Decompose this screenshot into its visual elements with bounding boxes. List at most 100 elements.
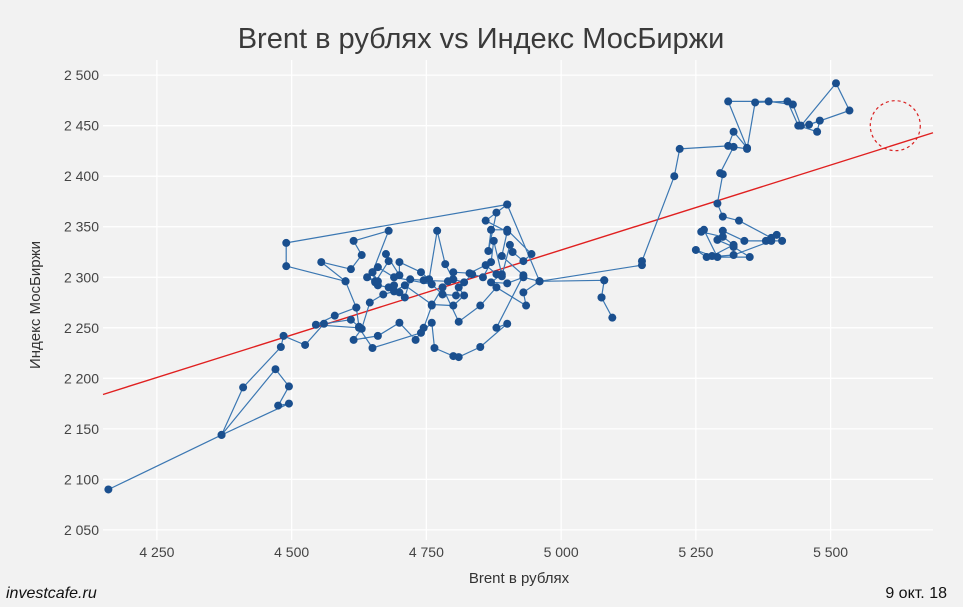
data-point xyxy=(492,323,501,332)
data-point xyxy=(438,290,447,299)
data-point xyxy=(729,127,738,136)
data-point xyxy=(427,300,436,309)
data-point xyxy=(349,335,358,344)
data-point xyxy=(740,236,749,245)
data-point xyxy=(239,383,248,392)
data-point xyxy=(433,226,442,235)
y-tick-label: 2 250 xyxy=(64,320,99,336)
data-point xyxy=(508,248,517,256)
data-point xyxy=(395,318,404,327)
data-point xyxy=(284,399,293,408)
data-point xyxy=(718,226,727,235)
data-point xyxy=(724,97,733,106)
data-point xyxy=(778,236,787,245)
data-point xyxy=(729,142,738,151)
data-point xyxy=(284,382,293,391)
data-point xyxy=(503,319,512,328)
data-point xyxy=(697,227,706,236)
data-point xyxy=(713,199,722,208)
data-point xyxy=(772,230,781,239)
source-label: investcafe.ru xyxy=(6,585,97,602)
data-point xyxy=(406,275,415,284)
data-point xyxy=(492,283,501,292)
data-point xyxy=(430,344,439,352)
data-point xyxy=(346,315,355,324)
data-point xyxy=(452,291,461,300)
data-point xyxy=(519,288,528,297)
data-point xyxy=(379,290,388,299)
data-point xyxy=(373,281,382,290)
data-point xyxy=(427,280,436,289)
data-point xyxy=(454,317,463,326)
data-point xyxy=(503,200,512,209)
data-point xyxy=(465,269,474,278)
data-point xyxy=(390,281,399,290)
data-point xyxy=(497,252,506,261)
data-point xyxy=(729,240,738,249)
tick-labels: 2 050 2 100 2 150 2 200 2 250 2 300 2 350 2 400… xyxy=(64,67,848,560)
highlight-ring xyxy=(869,100,921,152)
data-point xyxy=(441,260,450,269)
data-point xyxy=(522,301,531,310)
y-tick-label: 2 300 xyxy=(64,269,99,285)
data-point xyxy=(349,236,358,245)
data-point xyxy=(813,127,822,136)
data-point xyxy=(390,273,399,282)
data-point xyxy=(282,262,291,271)
x-tick-label: 4 250 xyxy=(139,544,174,560)
data-point xyxy=(519,257,528,266)
y-tick-label: 2 200 xyxy=(64,370,99,386)
data-point xyxy=(487,225,496,234)
data-point xyxy=(600,276,609,285)
data-point xyxy=(368,344,377,352)
data-point xyxy=(319,319,328,328)
data-point xyxy=(352,303,361,312)
data-point xyxy=(691,245,700,254)
data-point xyxy=(279,331,288,340)
data-point xyxy=(743,144,752,153)
data-point xyxy=(637,257,646,266)
data-point xyxy=(497,272,506,281)
data-point xyxy=(341,277,350,286)
trend-line xyxy=(102,132,934,396)
data-point xyxy=(449,268,458,277)
data-point xyxy=(400,293,409,302)
data-point xyxy=(718,212,727,221)
data-point xyxy=(365,298,374,307)
data-point xyxy=(271,365,280,374)
data-point xyxy=(718,232,727,241)
data-point xyxy=(831,79,840,88)
data-point xyxy=(282,238,291,247)
data-point xyxy=(384,226,393,235)
x-tick-label: 4 500 xyxy=(274,544,309,560)
y-tick-label: 2 500 xyxy=(64,67,99,83)
date-label: 9 окт. 18 xyxy=(885,585,947,602)
data-point xyxy=(503,227,512,236)
data-point xyxy=(355,323,364,332)
data-point xyxy=(419,276,428,285)
data-point xyxy=(597,293,606,302)
data-point xyxy=(373,263,382,272)
data-point xyxy=(276,342,285,351)
data-point xyxy=(484,246,493,255)
data-point xyxy=(460,291,469,300)
data-point xyxy=(702,253,711,262)
data-point xyxy=(478,273,487,282)
data-point xyxy=(503,279,512,288)
trendline xyxy=(102,132,934,396)
data-point xyxy=(535,277,544,286)
data-point xyxy=(357,251,366,260)
data-point xyxy=(416,328,425,337)
y-tick-label: 2 450 xyxy=(64,118,99,134)
data-point xyxy=(395,288,404,297)
y-tick-label: 2 150 xyxy=(64,421,99,437)
data-point xyxy=(416,268,425,277)
y-tick-label: 2 050 xyxy=(64,522,99,538)
data-point xyxy=(363,273,372,282)
data-point xyxy=(476,342,485,351)
x-axis-title: Brent в рублях xyxy=(469,570,570,587)
y-tick-label: 2 100 xyxy=(64,471,99,487)
data-point xyxy=(845,106,854,115)
data-point xyxy=(734,216,743,225)
